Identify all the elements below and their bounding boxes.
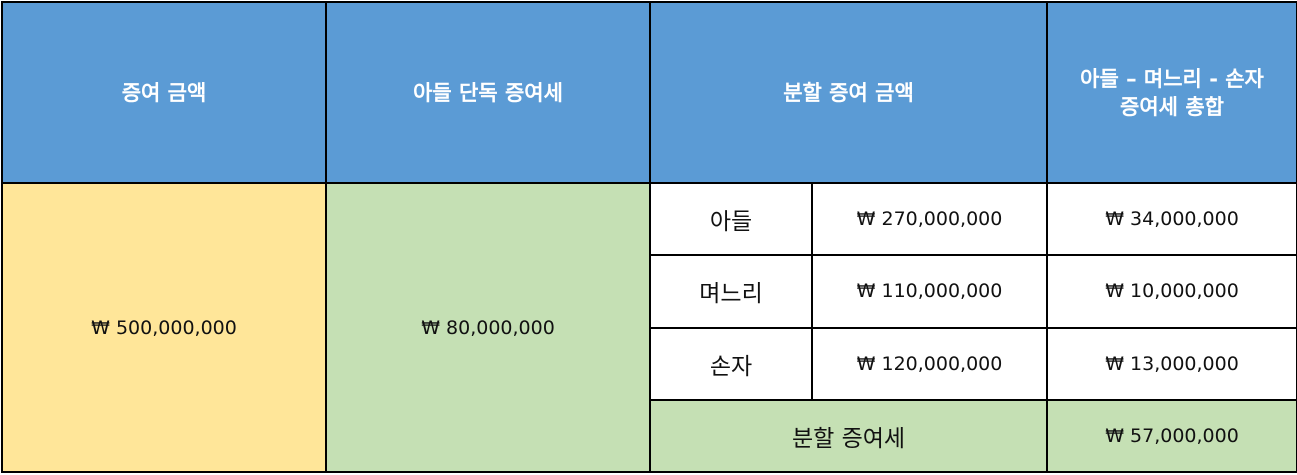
split-tax-label: 분할 증여세 — [648, 398, 1049, 474]
son-only-tax-value: ₩ 80,000,000 — [325, 182, 651, 473]
split-amount-value: ₩ 270,000,000 — [810, 182, 1049, 257]
split-amount-value: ₩ 120,000,000 — [810, 326, 1049, 401]
header-total-tax: 아들 – 며느리 - 손자 증여세 총합 — [1046, 0, 1297, 185]
split-tax-value: ₩ 13,000,000 — [1046, 326, 1297, 401]
header-row: 증여 금액 아들 단독 증여세 분할 증여 금액 아들 – 며느리 - 손자 증… — [1, 0, 1297, 185]
header-gift-amount: 증여 금액 — [1, 0, 327, 185]
table-row: ₩ 500,000,000 ₩ 80,000,000 아들 ₩ 270,000,… — [1, 182, 1297, 473]
recipient-label: 아들 — [649, 182, 813, 257]
split-tax-total-value: ₩ 57,000,000 — [1046, 398, 1297, 474]
table-row: 며느리 ₩ 110,000,000 ₩ 10,000,000 — [2, 254, 1297, 329]
table-row: 손자 ₩ 120,000,000 ₩ 13,000,000 — [2, 326, 1297, 401]
split-amount-value: ₩ 110,000,000 — [810, 254, 1049, 329]
recipient-label: 며느리 — [649, 254, 813, 329]
split-tax-value: ₩ 10,000,000 — [1046, 254, 1297, 329]
header-son-only-tax: 아들 단독 증여세 — [325, 0, 651, 185]
recipient-label: 손자 — [649, 326, 813, 401]
header-total-tax-line1: 아들 – 며느리 - 손자 — [1080, 66, 1264, 91]
footer-row: 분할 증여세 ₩ 57,000,000 — [2, 398, 1297, 474]
gift-amount-value: ₩ 500,000,000 — [1, 182, 327, 473]
split-tax-value: ₩ 34,000,000 — [1046, 182, 1297, 257]
header-split-gift-amount: 분할 증여 금액 — [648, 0, 1049, 185]
header-total-tax-line2: 증여세 총합 — [1120, 94, 1224, 119]
